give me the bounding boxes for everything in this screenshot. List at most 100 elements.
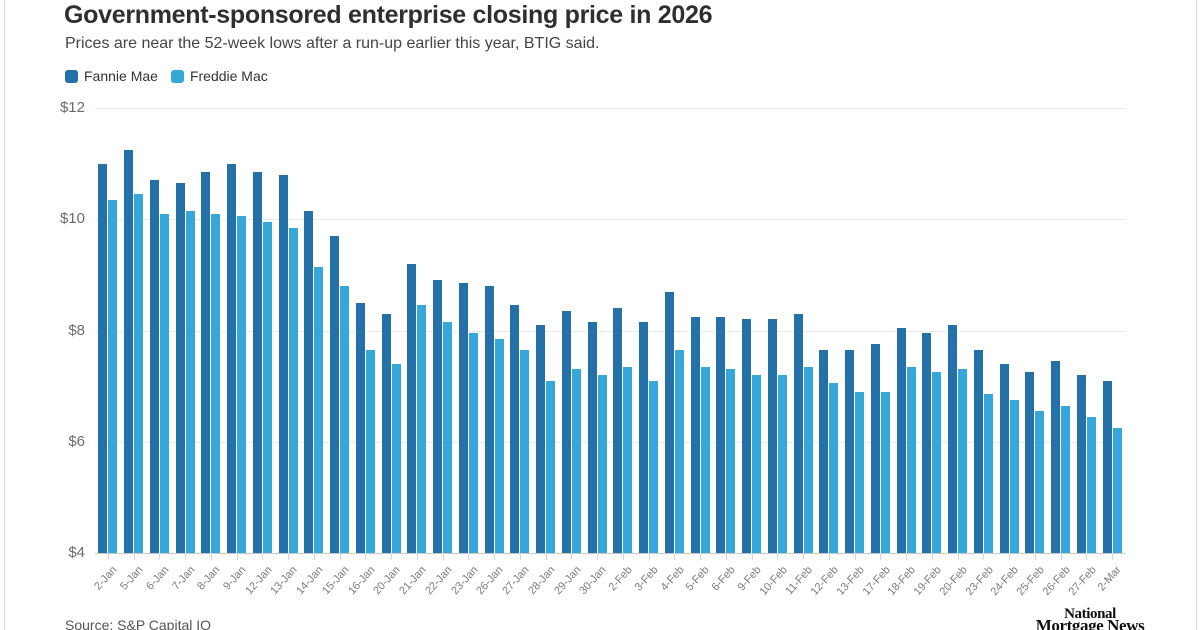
legend-item-fannie-mae: Fannie Mae <box>65 68 158 84</box>
x-axis-tick-mark <box>931 553 933 560</box>
bar-fannie-mae-21-jan <box>407 263 417 553</box>
x-axis-tick-label: 19-Feb <box>911 564 944 598</box>
x-axis-tick-mark <box>648 553 650 560</box>
legend-swatch-freddie-mac <box>170 69 184 83</box>
bar-freddie-mac-9-jan <box>237 216 247 553</box>
bar-freddie-mac-2-jan <box>108 199 118 553</box>
x-axis-tick-mark <box>700 553 702 560</box>
x-axis-tick-mark <box>262 553 264 560</box>
x-axis-tick-label: 30-Jan <box>577 564 610 598</box>
x-axis-tick-label: 28-Jan <box>526 564 558 598</box>
x-axis-tick-mark <box>622 553 624 560</box>
bar-freddie-mac-2-mar <box>1112 427 1122 553</box>
bar-fannie-mae-13-feb <box>845 349 855 553</box>
x-axis-tick-mark <box>185 553 187 560</box>
x-axis-tick-label: 6-Jan <box>143 564 172 593</box>
card-left-border <box>4 0 5 630</box>
bar-freddie-mac-26-jan <box>494 338 504 553</box>
x-axis-tick-mark <box>133 553 135 560</box>
x-axis-tick-mark <box>313 553 315 560</box>
bar-freddie-mac-10-feb <box>777 375 787 553</box>
x-axis-tick-label: 13-Jan <box>268 564 301 598</box>
bar-fannie-mae-14-jan <box>304 210 314 553</box>
bar-freddie-mac-15-jan <box>340 286 350 553</box>
x-axis-tick-mark <box>210 553 212 560</box>
x-axis-tick-mark <box>725 553 727 560</box>
legend-item-freddie-mac: Freddie Mac <box>170 68 268 84</box>
bar-fannie-mae-9-jan <box>227 163 237 553</box>
x-axis-tick-label: 24-Feb <box>988 564 1022 598</box>
bar-freddie-mac-3-feb <box>649 380 659 553</box>
x-axis-tick-label: 14-Jan <box>294 564 326 598</box>
bar-fannie-mae-5-feb <box>690 316 700 553</box>
gridline-6 <box>95 441 1125 443</box>
source-note: Source: S&P Capital IQ <box>65 617 212 630</box>
x-axis-tick-mark <box>1060 553 1062 560</box>
bar-fannie-mae-9-feb <box>742 319 752 553</box>
bar-fannie-mae-29-jan <box>561 311 571 553</box>
y-axis-tick-label: $8 <box>68 321 85 339</box>
bar-fannie-mae-16-jan <box>355 302 365 553</box>
legend-swatch-fannie-mae <box>65 69 78 83</box>
x-axis-tick-label: 23-Feb <box>963 564 996 598</box>
legend-label-fannie-mae: Fannie Mae <box>84 68 158 84</box>
x-axis-tick-label: 5-Jan <box>118 564 146 593</box>
x-axis-tick-mark <box>365 553 367 560</box>
x-axis-tick-label: 6-Feb <box>709 564 738 594</box>
gridline-10 <box>95 219 1125 221</box>
bar-fannie-mae-8-jan <box>201 171 211 553</box>
x-axis-tick-mark <box>107 553 109 560</box>
bar-fannie-mae-2-feb <box>613 308 623 553</box>
bar-freddie-mac-6-jan <box>159 213 169 553</box>
x-axis-tick-label: 27-Jan <box>500 564 532 598</box>
bar-fannie-mae-5-jan <box>124 149 134 553</box>
x-axis-tick-mark <box>391 553 393 560</box>
x-axis-tick-mark <box>803 553 805 560</box>
bar-freddie-mac-21-jan <box>417 305 427 553</box>
x-axis-tick-label: 20-Feb <box>937 564 970 598</box>
bar-fannie-mae-12-feb <box>819 349 829 553</box>
gridline-12 <box>95 108 1125 109</box>
bar-fannie-mae-10-feb <box>767 319 777 553</box>
x-axis-tick-label: 22-Jan <box>423 564 455 598</box>
x-axis-line <box>95 553 1125 554</box>
x-axis-tick-label: 29-Jan <box>551 564 584 598</box>
bar-freddie-mac-16-jan <box>365 349 375 553</box>
legend-label-freddie-mac: Freddie Mac <box>189 68 268 84</box>
bar-freddie-mac-4-feb <box>674 349 684 553</box>
x-axis-tick-label: 27-Feb <box>1066 564 1099 598</box>
x-axis-tick-mark <box>674 553 676 560</box>
bar-fannie-mae-19-feb <box>922 333 932 553</box>
bar-freddie-mac-8-jan <box>211 213 221 553</box>
bar-freddie-mac-7-jan <box>185 210 195 553</box>
bar-freddie-mac-23-feb <box>983 394 993 553</box>
x-axis-tick-mark <box>442 553 444 560</box>
x-axis-tick-label: 3-Feb <box>632 564 661 594</box>
x-axis-tick-mark <box>416 553 418 560</box>
bar-fannie-mae-12-jan <box>252 171 262 553</box>
bar-freddie-mac-12-feb <box>829 383 839 553</box>
bar-freddie-mac-29-jan <box>571 369 581 553</box>
bar-fannie-mae-26-feb <box>1051 361 1061 553</box>
bar-freddie-mac-13-feb <box>855 391 865 553</box>
bar-freddie-mac-13-jan <box>288 227 298 553</box>
x-axis-tick-mark <box>339 553 341 560</box>
publisher-logo: National Mortgage News <box>1026 607 1154 630</box>
x-axis-tick-mark <box>751 553 753 560</box>
x-axis-tick-label: 2-Jan <box>92 564 120 593</box>
bar-fannie-mae-26-jan <box>484 286 494 553</box>
x-axis-tick-mark <box>1009 553 1011 560</box>
bar-freddie-mac-26-feb <box>1061 405 1071 553</box>
x-axis-tick-mark <box>906 553 908 560</box>
bar-fannie-mae-24-feb <box>999 363 1009 553</box>
bar-freddie-mac-17-feb <box>880 391 890 553</box>
bar-fannie-mae-11-feb <box>793 313 803 553</box>
bar-freddie-mac-24-feb <box>1009 400 1019 553</box>
bar-freddie-mac-25-feb <box>1035 411 1045 553</box>
bar-freddie-mac-20-jan <box>391 363 401 553</box>
bar-fannie-mae-20-jan <box>381 313 391 553</box>
x-axis-tick-mark <box>983 553 985 560</box>
x-axis-tick-label: 5-Feb <box>683 564 713 594</box>
x-axis-tick-mark <box>468 553 470 560</box>
x-axis-tick-mark <box>597 553 599 560</box>
